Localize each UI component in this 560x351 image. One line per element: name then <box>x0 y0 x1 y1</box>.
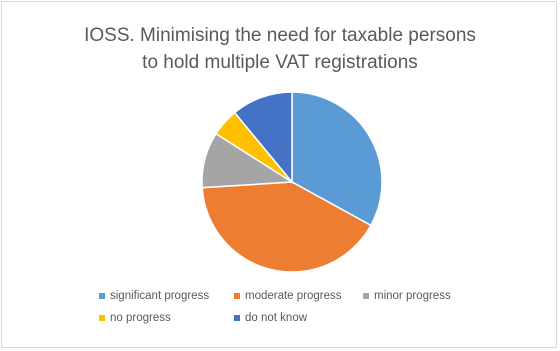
legend-swatch-no-progress <box>99 315 105 321</box>
legend-label-minor-progress: minor progress <box>374 290 451 302</box>
legend-label-significant-progress: significant progress <box>110 290 210 302</box>
legend-item-moderate-progress: moderate progress <box>234 290 342 302</box>
legend-item-significant-progress: significant progress <box>99 290 209 302</box>
legend-swatch-do-not-know <box>234 315 240 321</box>
pie-slice-do-not-know <box>233 91 293 185</box>
chart-title-line-2: to hold multiple VAT registrations <box>142 52 418 73</box>
legend-label-moderate-progress: moderate progress <box>245 290 342 302</box>
legend-swatch-moderate-progress <box>234 293 240 299</box>
chart-title: IOSS. Minimising the need for taxable pe… <box>2 22 558 76</box>
legend-item-no-progress: no progress <box>99 312 171 324</box>
pie-slice-moderate-progress <box>201 181 372 273</box>
legend-label-do-not-know: do not know <box>245 312 308 324</box>
legend-swatch-minor-progress <box>363 293 369 299</box>
legend-label-no-progress: no progress <box>110 312 171 324</box>
legend-item-minor-progress: minor progress <box>363 290 451 302</box>
legend-swatch-significant-progress <box>99 293 105 299</box>
legend-item-do-not-know: do not know <box>234 312 307 324</box>
pie-slice-significant-progress <box>291 91 383 227</box>
chart-title-line-1: IOSS. Minimising the need for taxable pe… <box>84 25 476 46</box>
